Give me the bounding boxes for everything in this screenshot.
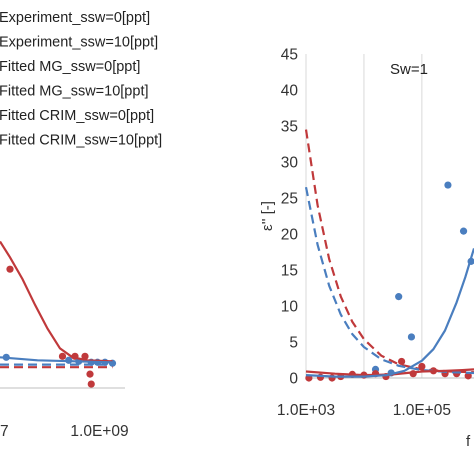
left-marker-experiment-ssw-10-ppt xyxy=(6,265,14,273)
right-x-tick-label: 1.0E+03 xyxy=(277,402,335,419)
right-marker-experiment-ssw-0-ppt xyxy=(444,181,452,189)
right-annotation: Sw=1 xyxy=(390,61,428,78)
left-marker-experiment-ssw-10-ppt xyxy=(81,352,89,360)
left-marker-experiment-ssw-10-ppt xyxy=(86,370,94,378)
right-y-tick-label: 25 xyxy=(281,191,298,208)
right-y-tick-label: 45 xyxy=(281,47,298,64)
right-marker-experiment-ssw-0-ppt xyxy=(395,293,403,301)
right-y-axis-label: ε'' [-] xyxy=(259,201,276,231)
left-x-tick-label: 1.0E+09 xyxy=(70,423,128,440)
chart-legend: Experiment_ssw=0[ppt] Experiment_ssw=10[p… xyxy=(0,10,162,149)
right-x-tick-label: 1.0E+05 xyxy=(393,402,451,419)
right-y-tick-label: 35 xyxy=(281,119,298,136)
legend-entry-fitted-mg-ssw-0-ppt: Fitted MG_ssw=0[ppt] xyxy=(0,59,140,75)
right-marker-experiment-ssw-0-ppt xyxy=(459,227,468,235)
right-y-tick-label: 10 xyxy=(281,299,299,316)
right-plot-area xyxy=(304,129,474,382)
right-marker-experiment-ssw-10-ppt xyxy=(464,372,472,380)
right-marker-experiment-ssw-0-ppt xyxy=(407,333,416,341)
right-line-fitted-crim-ssw-10-ppt xyxy=(304,129,474,374)
legend-entry-fitted-mg-ssw-10-ppt: Fitted MG_ssw=10[ppt] xyxy=(0,84,149,100)
legend-entry-experiment-ssw-10-ppt: Experiment_ssw=10[ppt] xyxy=(0,35,158,51)
left-line-fitted-mg-ssw-10-ppt xyxy=(0,240,113,363)
right-marker-experiment-ssw-10-ppt xyxy=(397,357,406,366)
right-chart-panel: 0 5 10 15 20 25 30 35 40 45 1.0E+03 1.0E+05 ε'' [-] f… xyxy=(259,47,474,450)
right-y-tick-label: 20 xyxy=(281,227,299,244)
legend-entry-fitted-crim-ssw-0-ppt: Fitted CRIM_ssw=0[ppt] xyxy=(0,108,154,124)
right-y-tick-label: 0 xyxy=(289,371,298,388)
left-line-fitted-mg-ssw-0-ppt xyxy=(0,356,113,364)
legend-entry-fitted-crim-ssw-10-ppt: Fitted CRIM_ssw=10[ppt] xyxy=(0,133,162,149)
left-chart-panel: 7 1.0E+09 xyxy=(0,240,129,440)
right-y-tick-label: 40 xyxy=(281,83,299,100)
right-y-tick-label: 30 xyxy=(281,155,299,172)
left-marker-experiment-ssw-10-ppt xyxy=(58,352,67,360)
left-marker-experiment-ssw-10-ppt xyxy=(87,380,95,388)
right-line-fitted-mg-ssw-0-ppt xyxy=(305,248,474,378)
legend-entry-experiment-ssw-0-ppt: Experiment_ssw=0[ppt] xyxy=(0,10,150,26)
right-line-fitted-crim-ssw-0-ppt xyxy=(304,186,474,375)
right-y-tick-label: 5 xyxy=(289,335,298,352)
left-x-tick-label: 7 xyxy=(0,423,9,440)
right-line-fitted-mg-ssw-10-ppt xyxy=(305,368,474,377)
right-y-tick-label: 15 xyxy=(281,263,298,280)
right-x-axis-label: f xyxy=(466,433,471,450)
